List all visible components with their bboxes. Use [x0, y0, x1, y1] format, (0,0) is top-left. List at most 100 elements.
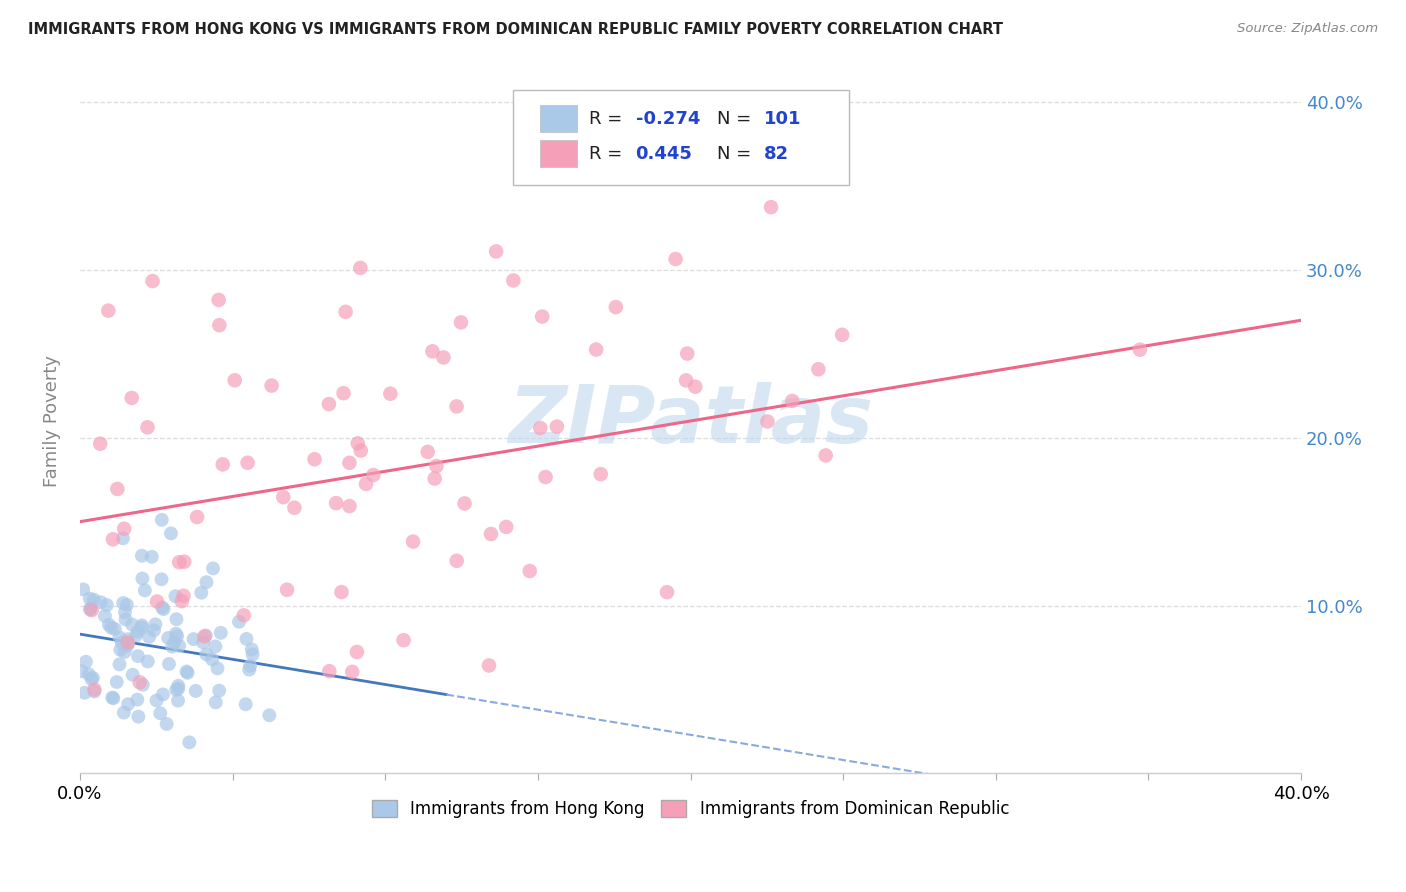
FancyBboxPatch shape	[513, 90, 849, 185]
Point	[127, 709, 149, 723]
Point	[145, 693, 167, 707]
Point	[79, 602, 101, 616]
Point	[121, 391, 143, 405]
Point	[73, 686, 96, 700]
Point	[173, 589, 195, 603]
Point	[125, 628, 148, 642]
Point	[121, 617, 143, 632]
Point	[655, 585, 678, 599]
Point	[103, 691, 125, 706]
Point	[108, 657, 131, 672]
Point	[201, 652, 224, 666]
Point	[173, 555, 195, 569]
Point	[79, 601, 101, 615]
Point	[259, 708, 281, 723]
Point	[100, 621, 122, 635]
Point	[242, 648, 264, 662]
Point	[79, 591, 101, 606]
Point	[165, 626, 187, 640]
Point	[239, 658, 262, 673]
Point	[350, 443, 373, 458]
Point	[132, 678, 155, 692]
Point	[276, 582, 298, 597]
Point	[114, 605, 136, 619]
Point	[780, 393, 803, 408]
Point	[141, 274, 163, 288]
Point	[675, 373, 697, 387]
Point	[190, 585, 212, 599]
Text: -0.274: -0.274	[636, 110, 700, 128]
Point	[495, 520, 517, 534]
Point	[194, 628, 217, 642]
Text: 101: 101	[763, 110, 801, 128]
Text: Source: ZipAtlas.com: Source: ZipAtlas.com	[1237, 22, 1378, 36]
Point	[165, 682, 187, 697]
Point	[485, 244, 508, 259]
Point	[531, 310, 554, 324]
Point	[240, 642, 263, 657]
Text: ZIPatlas: ZIPatlas	[508, 382, 873, 460]
Point	[127, 649, 149, 664]
Point	[425, 459, 447, 474]
Point	[193, 630, 215, 644]
Point	[807, 362, 830, 376]
Point	[127, 624, 149, 639]
Point	[138, 630, 160, 644]
Point	[422, 344, 444, 359]
Point	[136, 420, 159, 434]
Point	[479, 527, 502, 541]
Point	[546, 419, 568, 434]
Point	[335, 305, 357, 319]
Point	[90, 595, 112, 609]
Point	[115, 598, 138, 612]
Point	[110, 643, 132, 657]
Point	[141, 549, 163, 564]
Point	[330, 585, 353, 599]
Point	[478, 658, 501, 673]
Point	[157, 657, 180, 671]
Point	[363, 468, 385, 483]
Point	[70, 664, 93, 678]
Point	[117, 636, 139, 650]
Point	[117, 635, 139, 649]
Bar	[540, 140, 576, 167]
Point	[208, 683, 231, 698]
Point	[325, 496, 347, 510]
Point	[134, 583, 156, 598]
Point	[195, 575, 218, 590]
Point	[82, 671, 104, 685]
Point	[80, 673, 103, 687]
Point	[167, 555, 190, 569]
Point	[665, 252, 688, 266]
Point	[176, 665, 198, 679]
Point	[683, 380, 706, 394]
Point	[416, 445, 439, 459]
Point	[446, 554, 468, 568]
Point	[529, 421, 551, 435]
Point	[423, 472, 446, 486]
Point	[207, 661, 229, 675]
Point	[167, 679, 190, 693]
Point	[446, 400, 468, 414]
Point	[131, 621, 153, 635]
Point	[112, 706, 135, 720]
Point	[502, 273, 524, 287]
Point	[160, 526, 183, 541]
Point	[128, 675, 150, 690]
Text: IMMIGRANTS FROM HONG KONG VS IMMIGRANTS FROM DOMINICAN REPUBLIC FAMILY POVERTY C: IMMIGRANTS FROM HONG KONG VS IMMIGRANTS …	[28, 22, 1002, 37]
Point	[453, 496, 475, 510]
Point	[121, 667, 143, 681]
Point	[831, 327, 853, 342]
Point	[146, 594, 169, 608]
Point	[176, 665, 198, 680]
Y-axis label: Family Poverty: Family Poverty	[44, 355, 60, 487]
Point	[304, 452, 326, 467]
Point	[77, 667, 100, 681]
Point	[111, 531, 134, 545]
Point	[156, 717, 179, 731]
Point	[392, 633, 415, 648]
Point	[150, 572, 173, 586]
Point	[283, 500, 305, 515]
Point	[339, 456, 361, 470]
Point	[80, 603, 103, 617]
